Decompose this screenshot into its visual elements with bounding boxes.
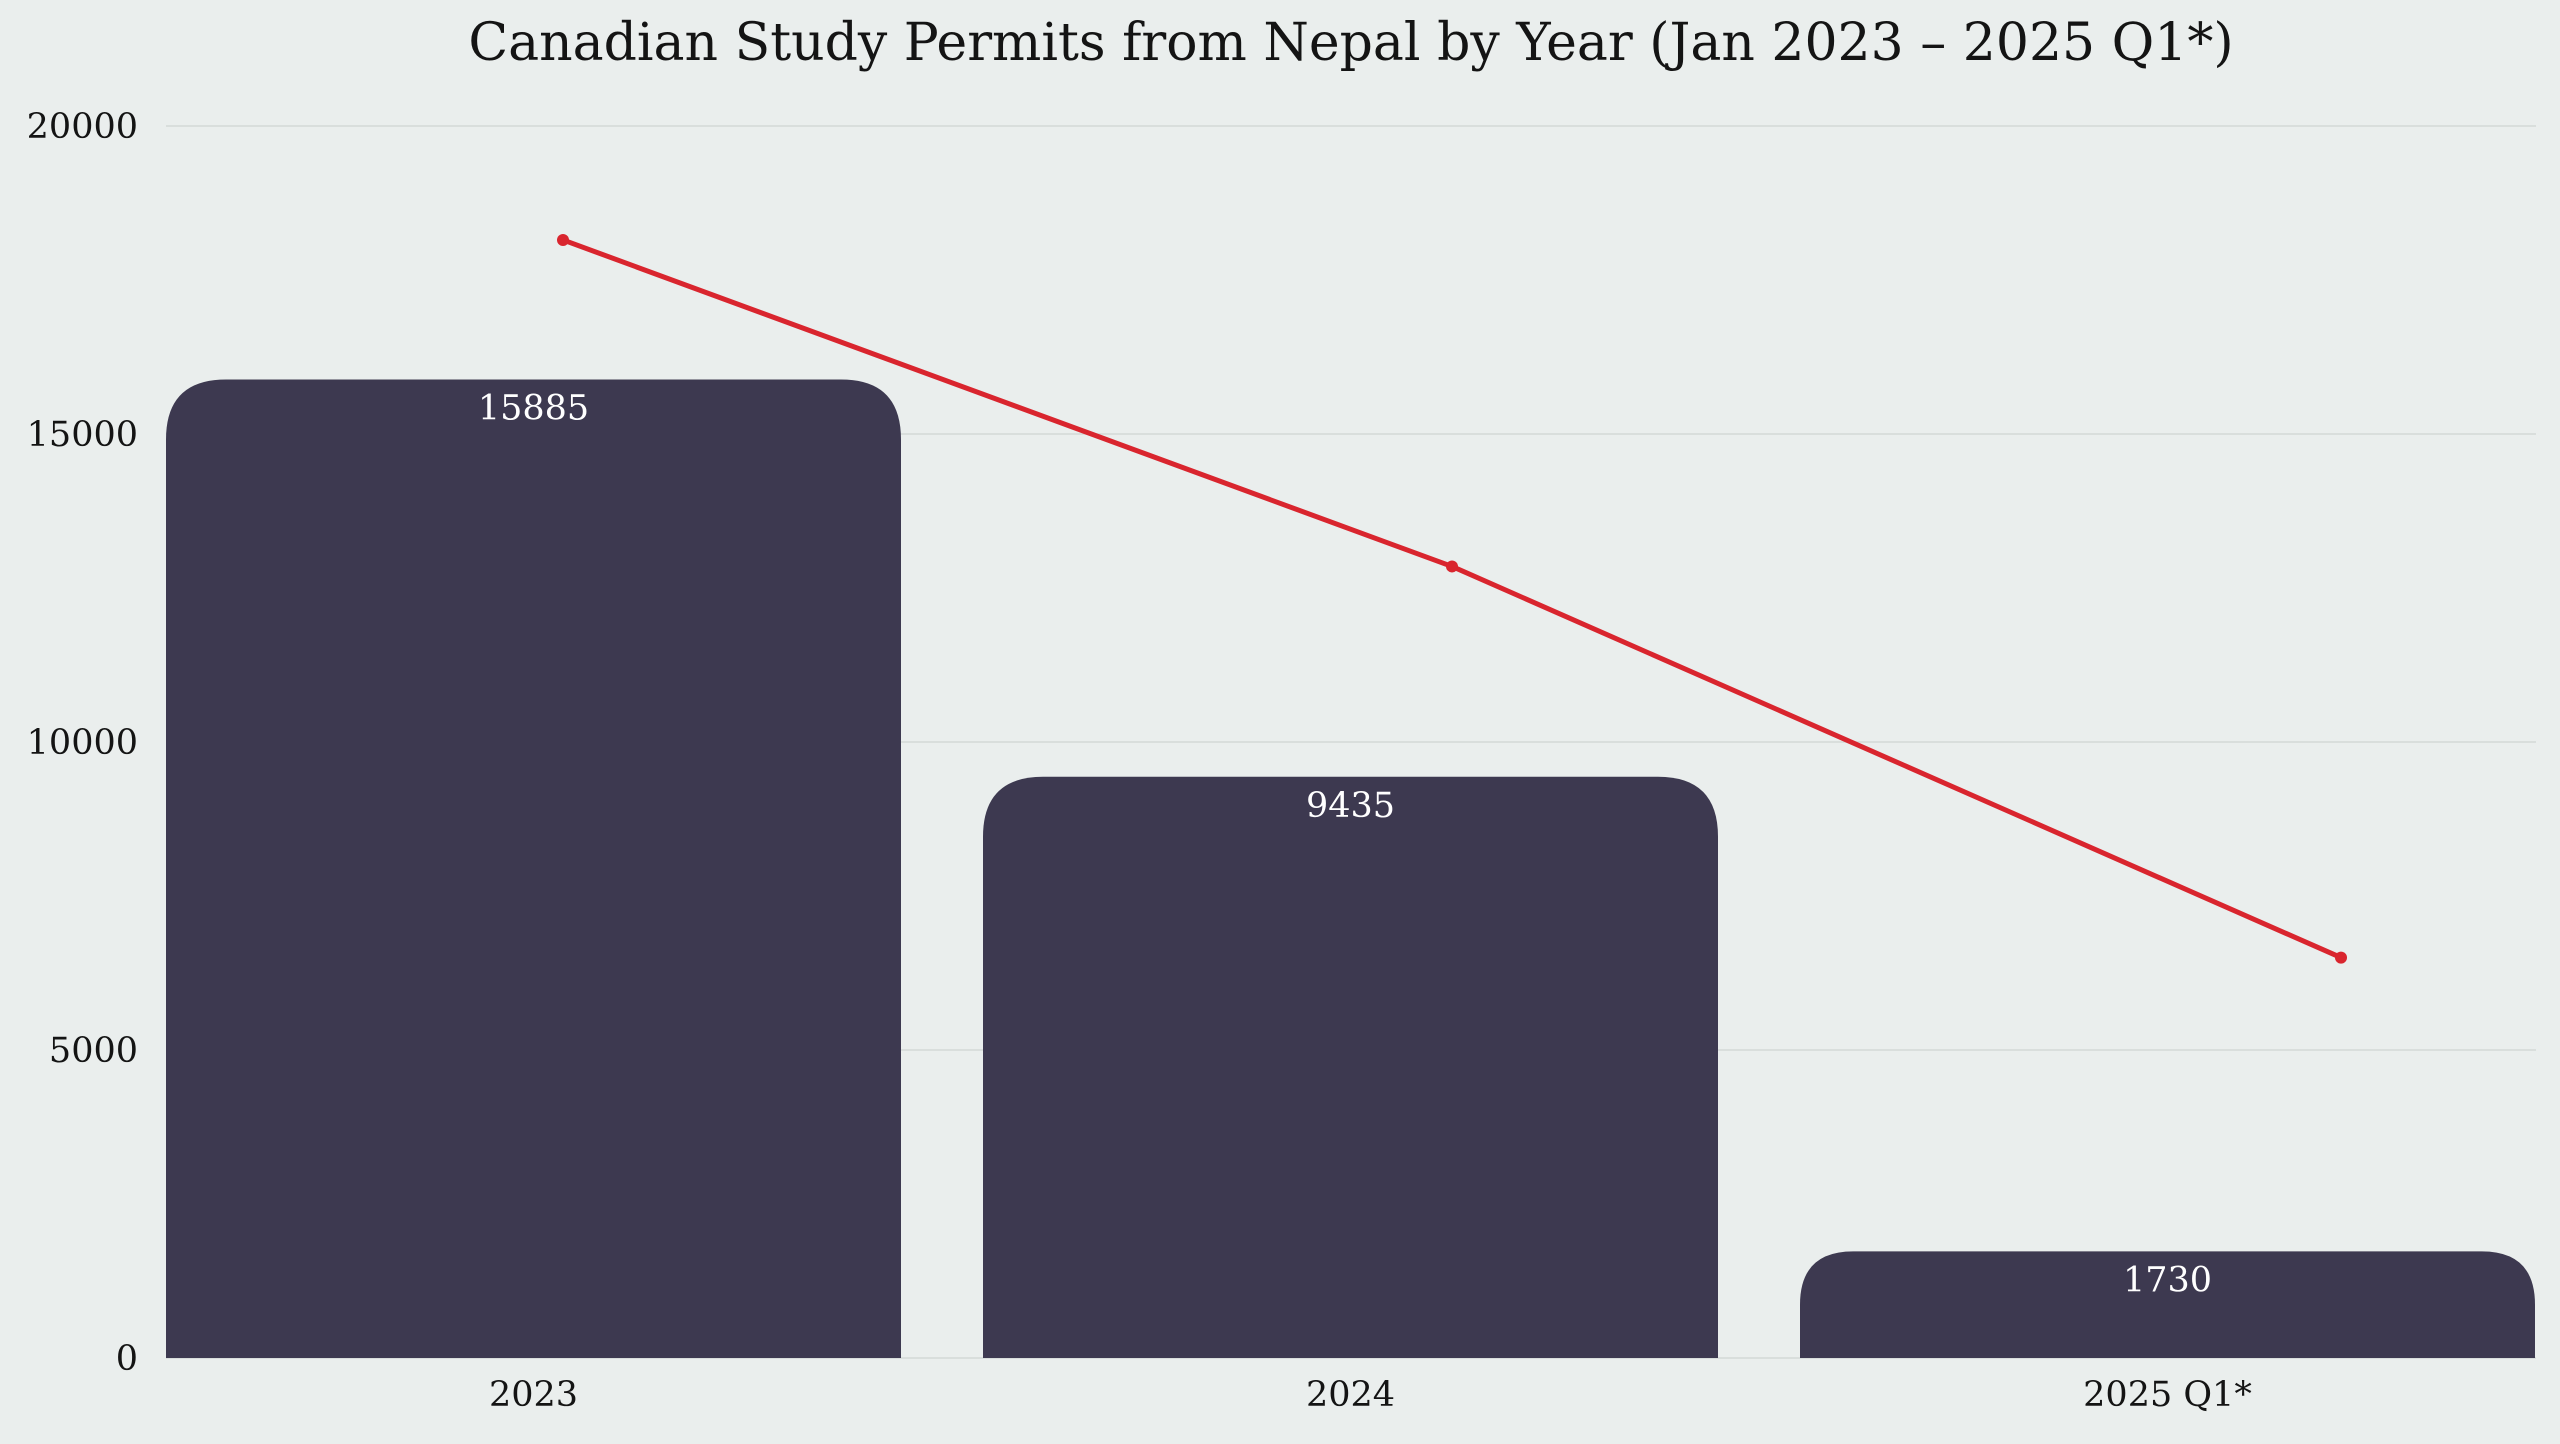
- bar-value-label: 15885: [478, 388, 589, 428]
- x-axis: 2023 2024 2025 Q1*: [489, 1375, 2252, 1415]
- y-tick-label: 0: [116, 1339, 138, 1379]
- x-tick-label: 2023: [489, 1375, 578, 1415]
- bar: [1800, 1251, 2535, 1358]
- bar: [166, 379, 901, 1358]
- y-axis: 0 5000 10000 15000 20000: [27, 107, 138, 1379]
- y-tick-label: 20000: [27, 107, 138, 147]
- trend-point: [557, 233, 569, 246]
- y-tick-label: 5000: [49, 1031, 138, 1071]
- trend-line-series: [557, 233, 2347, 964]
- trend-point: [1446, 560, 1458, 573]
- x-tick-label: 2024: [1306, 1375, 1395, 1415]
- bar-series: 15885 9435 1730: [166, 379, 2535, 1358]
- trend-point: [2335, 951, 2347, 964]
- y-tick-label: 15000: [27, 415, 138, 455]
- y-tick-label: 10000: [27, 723, 138, 763]
- chart-title: Canadian Study Permits from Nepal by Yea…: [468, 13, 2233, 73]
- bar-value-label: 9435: [1306, 786, 1395, 826]
- bar: [983, 776, 1718, 1358]
- bar-value-label: 1730: [2123, 1260, 2212, 1300]
- x-tick-label: 2025 Q1*: [2083, 1375, 2252, 1415]
